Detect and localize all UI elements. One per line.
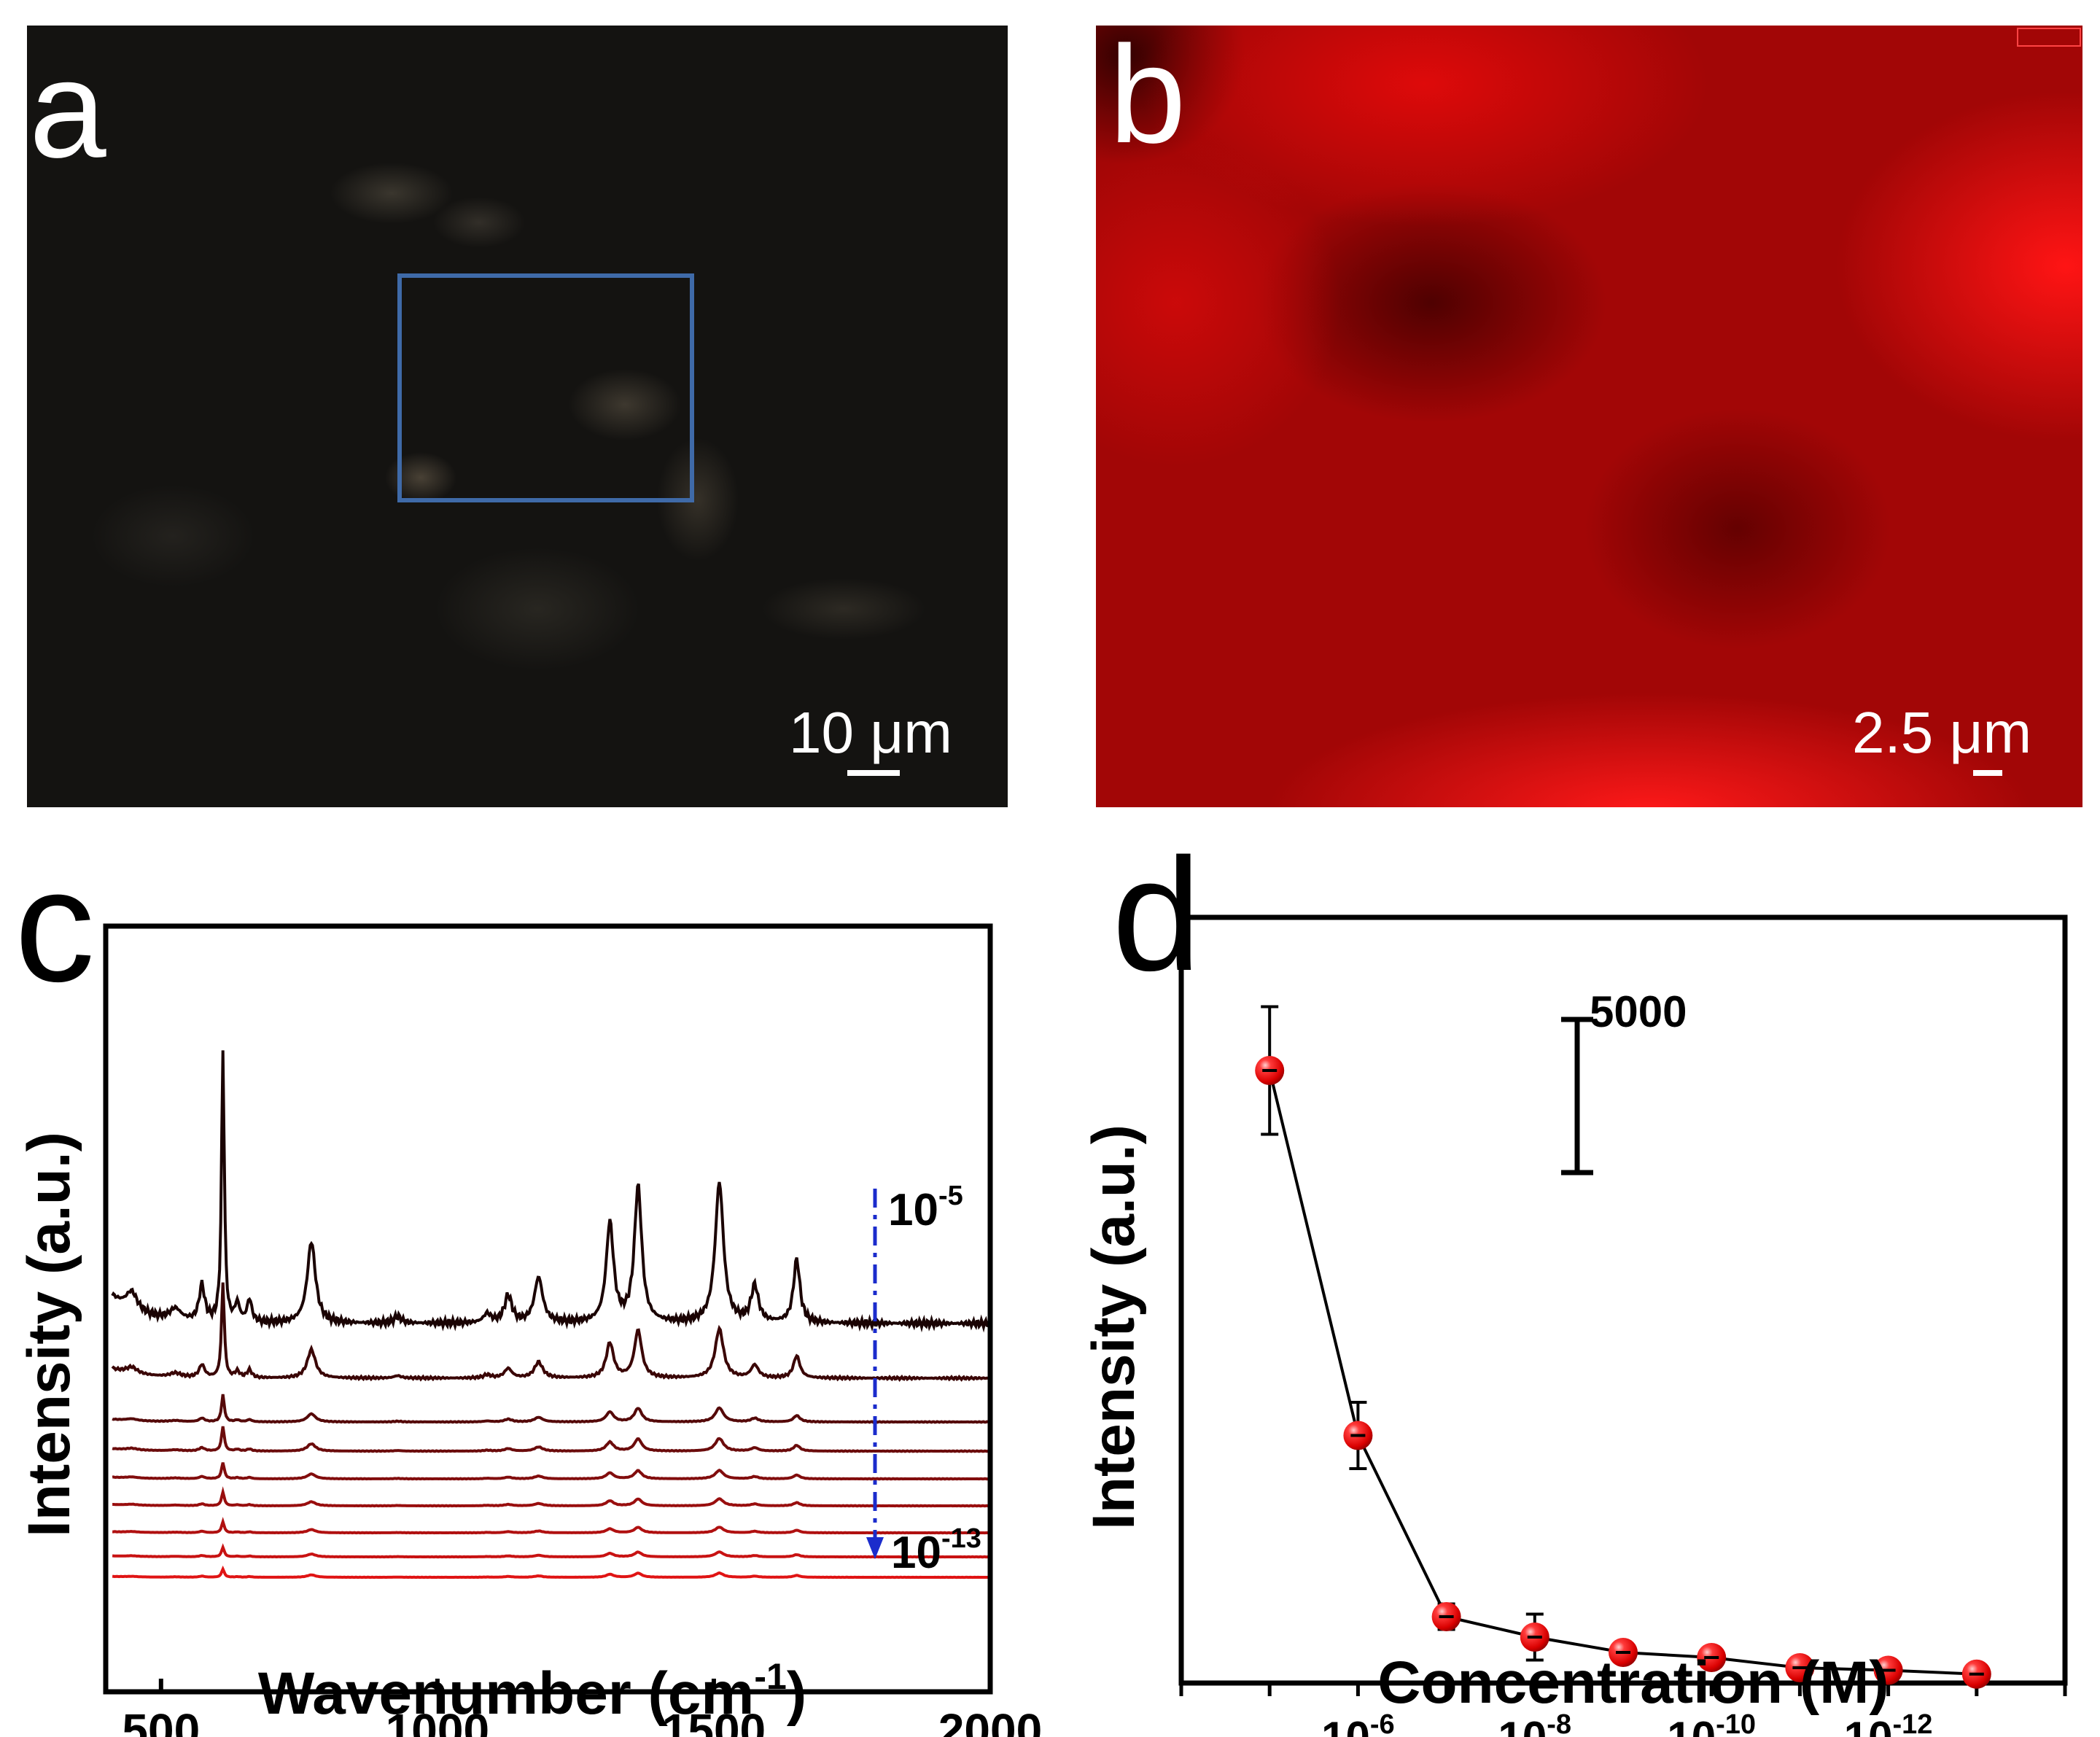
panel-b-letter: b xyxy=(1109,26,1186,172)
calibration-curve-line xyxy=(1268,1070,1977,1676)
calibration-x-ticks: 10-6 10-8 10-10 10-12 xyxy=(1179,1683,2067,1737)
panel-a-letter: a xyxy=(29,32,106,187)
intensity-scale-label: 5000 xyxy=(1590,987,1687,1036)
intensity-scale-bar xyxy=(1561,1017,1593,1176)
spectra-x-tick-label: 1500 xyxy=(662,1704,766,1737)
calibration-x-axis-title: Concentration (M) xyxy=(1377,1649,1889,1716)
spectra-y-axis-title: Intensity (a.u.) xyxy=(16,1132,82,1537)
spectra-x-tick-label: 1000 xyxy=(386,1704,489,1737)
spectra-chart: c 500 1000 1500 2000 10-5 10-13 Wavenumber … xyxy=(15,836,1042,1737)
panel-b-map: b 2.5 μm xyxy=(1096,26,2082,807)
spectrum-line-1e-8 xyxy=(112,1426,991,1453)
spectra-series-group xyxy=(111,1050,992,1579)
panel-b-scale-label: 2.5 μm xyxy=(1852,700,2032,765)
spectrum-line-1e-13 xyxy=(112,1565,990,1579)
spectrum-line-1e-10 xyxy=(112,1486,991,1508)
panel-b-scale-bar xyxy=(1973,770,2002,776)
map-inset-marker xyxy=(2017,28,2081,47)
calibration-y-axis-title: Intensity (a.u.) xyxy=(1081,1124,1147,1530)
spectrum-line-1e-11 xyxy=(112,1517,991,1535)
panel-c-letter: c xyxy=(15,836,95,1015)
spectrum-line-1e-6 xyxy=(111,1282,990,1382)
calibration-x-tick-label: 10-10 xyxy=(1667,1709,1756,1737)
spectrum-line-1e-9 xyxy=(112,1462,991,1481)
spectra-x-tick-label: 500 xyxy=(122,1704,200,1737)
spectra-x-axis-title: Wavenumber (cm-1) xyxy=(258,1656,806,1727)
label-bottom-concentration: 10-13 xyxy=(891,1523,981,1578)
panel-a-image: a 10 μm xyxy=(27,26,1008,807)
calibration-series-group xyxy=(1255,1005,1991,1689)
spectra-x-tick-label: 2000 xyxy=(938,1704,1042,1737)
spectrum-line-1e-5 xyxy=(111,1050,992,1333)
trend-arrow-head xyxy=(866,1537,884,1559)
panel-a-scale-bar xyxy=(847,770,900,776)
calibration-x-tick-label: 10-12 xyxy=(1844,1709,1933,1737)
calibration-x-tick-label: 10-8 xyxy=(1498,1709,1572,1737)
spectrum-line-1e-7 xyxy=(112,1394,991,1424)
spectra-x-ticks: 500 1000 1500 2000 xyxy=(122,1679,1042,1737)
roi-box xyxy=(397,273,694,502)
panel-a-scale-label: 10 μm xyxy=(789,700,952,765)
calibration-chart: d 10-610-810-1010-12 5000 Concentration … xyxy=(1081,831,2068,1737)
label-top-concentration: 10-5 xyxy=(888,1181,963,1235)
spectrum-line-1e-12 xyxy=(112,1543,991,1559)
calibration-x-tick-label: 10-6 xyxy=(1321,1709,1395,1737)
spectra-plot-frame xyxy=(103,923,993,1695)
